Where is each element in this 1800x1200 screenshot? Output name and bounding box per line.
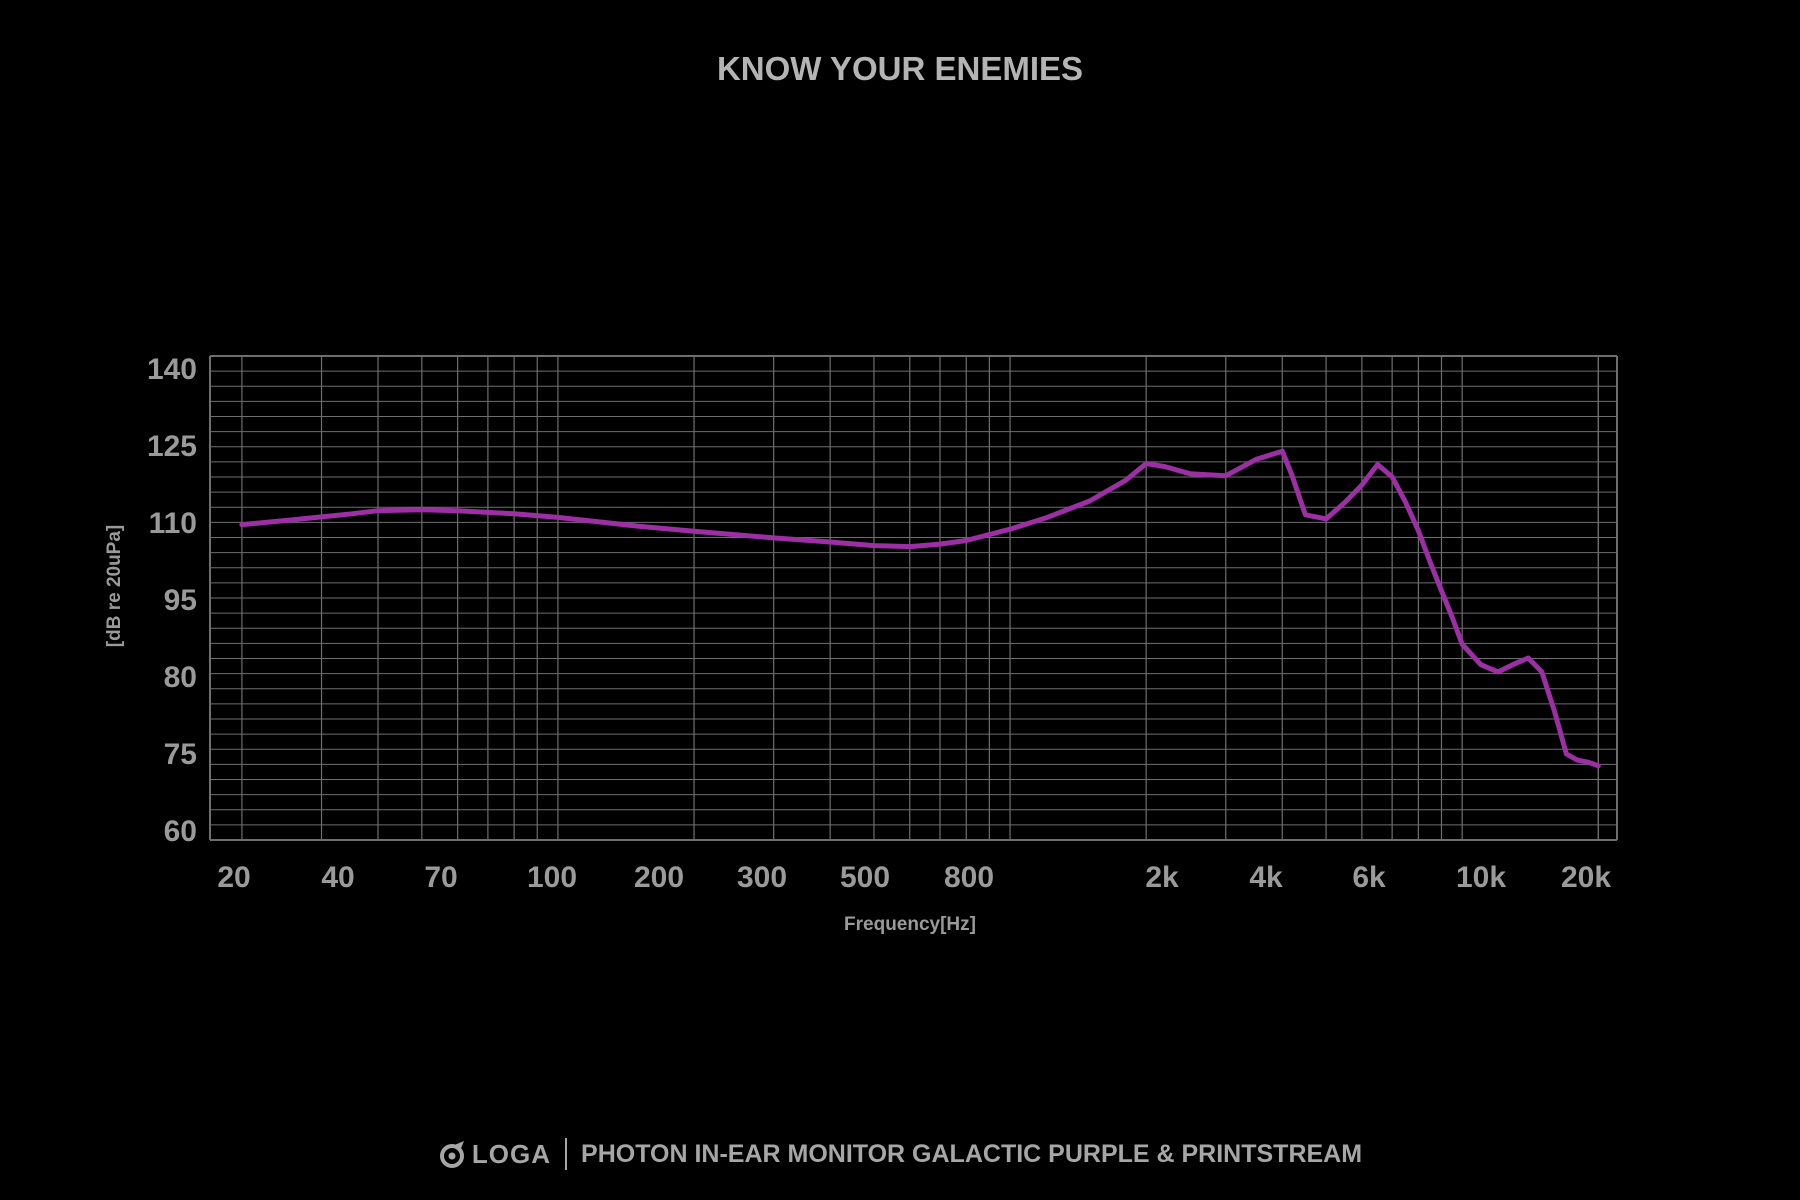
y-tick-label: 80 (164, 661, 197, 694)
x-tick-label: 20 (217, 861, 250, 894)
y-tick-label: 60 (164, 815, 197, 848)
y-tick-label: 75 (164, 738, 197, 771)
x-tick-label: 6k (1352, 861, 1386, 894)
x-tick-label: 20k (1561, 861, 1611, 894)
chart-title: KNOW YOUR ENEMIES (716, 50, 1084, 87)
x-axis-label: Frequency[Hz] (844, 914, 976, 935)
frequency-response-line (239, 448, 1601, 769)
y-axis-label: [dB re 20uPa] (104, 525, 125, 647)
product-name: PHOTON IN-EAR MONITOR GALACTIC PURPLE & … (581, 1139, 1363, 1168)
x-tick-label: 4k (1249, 861, 1283, 894)
x-tick-label: 10k (1456, 861, 1506, 894)
x-tick-label: 500 (840, 861, 890, 894)
y-tick-label: 110 (149, 507, 197, 540)
footer: LOGA PHOTON IN-EAR MONITOR GALACTIC PURP… (0, 1138, 1800, 1170)
y-axis-ticks: 140 125 110 95 80 75 60 (147, 353, 197, 848)
x-tick-label: 40 (321, 861, 354, 894)
y-tick-label: 95 (164, 584, 197, 617)
chart-grid (209, 355, 1618, 841)
x-tick-label: 800 (944, 861, 994, 894)
brand-name: LOGA (471, 1138, 552, 1169)
y-tick-label: 140 (147, 353, 197, 386)
x-tick-label: 200 (634, 861, 684, 894)
x-tick-label: 100 (527, 861, 577, 894)
brand-logo: LOGA (438, 1139, 551, 1170)
x-tick-label: 70 (424, 861, 457, 894)
y-tick-label: 125 (147, 430, 197, 463)
x-tick-label: 300 (737, 861, 787, 894)
x-tick-label: 2k (1145, 861, 1179, 894)
footer-divider (565, 1138, 568, 1170)
x-axis-ticks: 20 40 70 100 200 300 500 800 2k 4k 6k 10k 20k (217, 861, 1611, 894)
loga-logo-icon (439, 1141, 464, 1168)
